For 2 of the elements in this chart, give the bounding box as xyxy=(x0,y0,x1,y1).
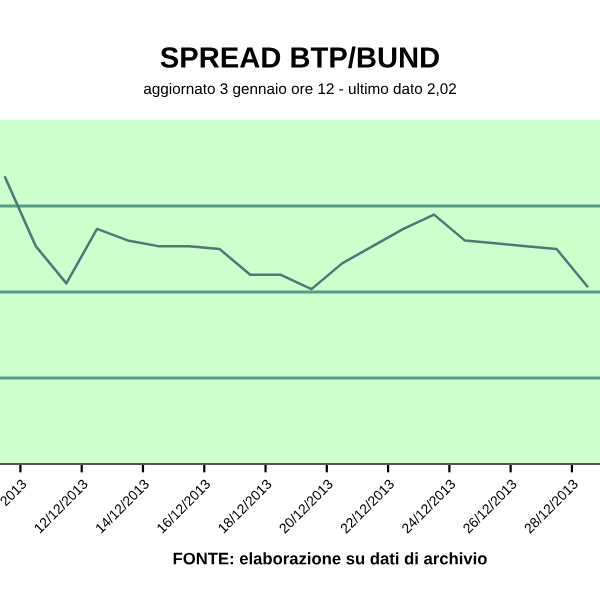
chart-title: SPREAD BTP/BUND xyxy=(160,46,439,69)
source-note: FONTE: elaborazione su dati di archivio xyxy=(173,552,487,565)
